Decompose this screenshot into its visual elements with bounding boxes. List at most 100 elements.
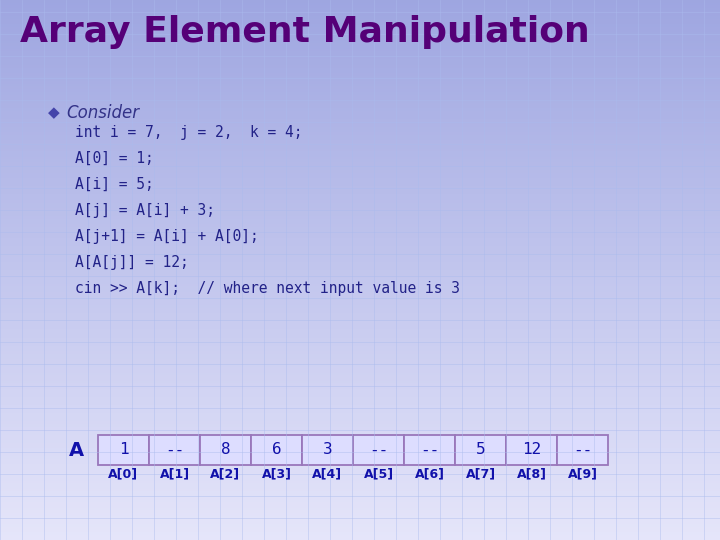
Bar	[0, 16, 720, 19]
Text: 5: 5	[476, 442, 485, 457]
Bar	[0, 238, 720, 240]
Bar	[0, 135, 720, 138]
Bar	[0, 89, 720, 92]
Bar	[0, 286, 720, 289]
Bar	[0, 40, 720, 43]
Bar	[0, 189, 720, 192]
Bar	[0, 59, 720, 62]
Bar	[0, 130, 720, 132]
Bar	[0, 157, 720, 159]
Bar	[98, 435, 149, 465]
Bar	[0, 456, 720, 459]
Bar	[251, 435, 302, 465]
Bar	[0, 84, 720, 86]
Bar	[0, 86, 720, 89]
Bar	[0, 529, 720, 532]
Bar	[0, 224, 720, 227]
Bar	[0, 451, 720, 454]
Bar	[0, 181, 720, 184]
Bar	[0, 537, 720, 540]
Bar	[0, 500, 720, 502]
Bar	[0, 178, 720, 181]
Bar	[0, 248, 720, 251]
Bar	[0, 340, 720, 343]
Bar	[0, 443, 720, 445]
Bar	[455, 435, 506, 465]
Bar	[0, 370, 720, 373]
Text: A[3]: A[3]	[261, 467, 292, 480]
Text: --: --	[420, 442, 439, 457]
Bar	[0, 294, 720, 297]
Bar	[0, 267, 720, 270]
Bar	[0, 51, 720, 54]
Bar	[0, 348, 720, 351]
Text: A[j] = A[i] + 3;: A[j] = A[i] + 3;	[75, 203, 215, 218]
Bar	[0, 383, 720, 386]
Bar	[0, 105, 720, 108]
Bar	[0, 518, 720, 521]
Text: A[0] = 1;: A[0] = 1;	[75, 151, 154, 166]
Bar	[0, 408, 720, 410]
Bar	[0, 19, 720, 22]
Bar	[0, 305, 720, 308]
Bar	[0, 97, 720, 100]
Bar	[0, 429, 720, 432]
Bar	[0, 205, 720, 208]
Bar	[0, 54, 720, 57]
Bar	[0, 464, 720, 467]
Bar	[0, 532, 720, 535]
Bar	[0, 265, 720, 267]
Bar	[0, 297, 720, 300]
Bar	[0, 491, 720, 494]
Bar	[0, 202, 720, 205]
Bar	[0, 243, 720, 246]
Bar	[0, 394, 720, 397]
Bar	[0, 138, 720, 140]
Bar	[0, 167, 720, 170]
Bar	[0, 281, 720, 284]
Bar	[0, 508, 720, 510]
Bar	[0, 416, 720, 418]
Bar	[0, 146, 720, 148]
Bar	[0, 478, 720, 481]
Bar	[0, 308, 720, 310]
Text: 3: 3	[323, 442, 333, 457]
Bar	[0, 356, 720, 359]
Text: A[0]: A[0]	[109, 467, 138, 480]
Bar	[0, 437, 720, 440]
Bar	[0, 197, 720, 200]
Text: A[A[j]] = 12;: A[A[j]] = 12;	[75, 255, 189, 270]
Bar	[0, 329, 720, 332]
Bar	[0, 221, 720, 224]
Bar	[0, 140, 720, 143]
Bar	[0, 200, 720, 202]
Bar	[0, 262, 720, 265]
Bar	[0, 448, 720, 451]
Bar	[0, 162, 720, 165]
Bar	[0, 0, 720, 3]
Bar	[0, 143, 720, 146]
Bar	[0, 151, 720, 154]
Bar	[0, 427, 720, 429]
Bar	[0, 275, 720, 278]
Bar	[0, 235, 720, 238]
Bar	[0, 435, 720, 437]
Bar	[0, 516, 720, 518]
Bar	[0, 119, 720, 122]
Bar	[0, 108, 720, 111]
Bar	[0, 70, 720, 73]
Bar	[0, 22, 720, 24]
Bar	[353, 435, 404, 465]
Bar	[0, 259, 720, 262]
Bar	[0, 127, 720, 130]
Text: int i = 7,  j = 2,  k = 4;: int i = 7, j = 2, k = 4;	[75, 125, 302, 140]
Bar	[0, 502, 720, 505]
Bar	[0, 324, 720, 327]
Bar	[0, 332, 720, 335]
Bar	[0, 481, 720, 483]
Text: ◆: ◆	[48, 105, 60, 120]
Bar	[0, 497, 720, 500]
Bar	[0, 400, 720, 402]
Bar	[0, 313, 720, 316]
Bar	[0, 389, 720, 392]
